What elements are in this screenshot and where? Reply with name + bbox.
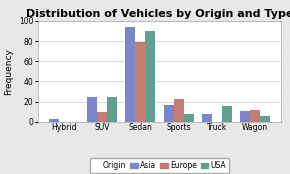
Bar <box>125 27 135 122</box>
Bar <box>135 42 145 122</box>
Bar <box>164 105 174 122</box>
Bar <box>49 119 59 122</box>
Bar <box>240 111 250 122</box>
Bar <box>107 97 117 122</box>
Y-axis label: Frequency: Frequency <box>4 48 13 95</box>
Title: Distribution of Vehicles by Origin and Type: Distribution of Vehicles by Origin and T… <box>26 9 290 19</box>
Bar <box>97 112 107 122</box>
Bar <box>184 114 194 122</box>
Bar <box>174 99 184 122</box>
Legend: Origin, Asia, Europe, USA: Origin, Asia, Europe, USA <box>90 158 229 173</box>
Bar <box>260 116 270 122</box>
Bar <box>222 106 232 122</box>
Bar <box>202 114 212 122</box>
Bar <box>87 97 97 122</box>
Bar <box>145 31 155 122</box>
Bar <box>250 110 260 122</box>
